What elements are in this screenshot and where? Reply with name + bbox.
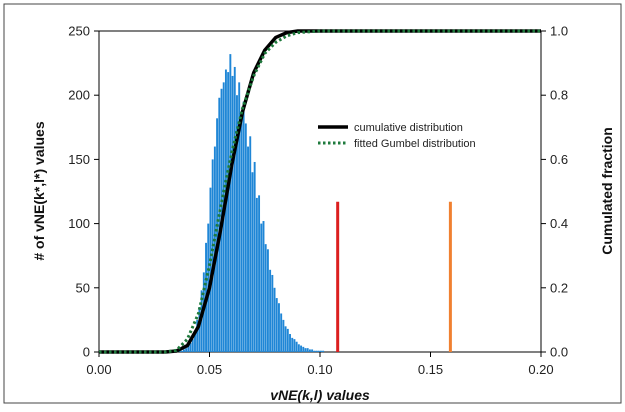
histogram-bar [262,221,265,352]
histogram-bar [255,197,258,352]
y-right-tick-label: 0.2 [550,280,568,295]
histogram-bar [291,337,294,352]
x-tick-label: 0.05 [197,362,222,377]
histogram-bar [282,319,285,352]
histogram-bar [185,348,188,352]
histogram-bar [244,123,247,352]
y-right-tick-label: 0.0 [550,345,568,360]
y-left-tick-label: 50 [76,280,90,295]
gumbel-fit-line [99,29,541,354]
histogram-bar [280,313,283,352]
x-tick-label: 0.20 [528,362,553,377]
x-axis-title: vNE(k,l) values [270,387,370,403]
histogram-bar [229,54,232,353]
y-right-tick-label: 0.6 [550,152,568,167]
histogram-bar [240,114,243,353]
y-left-tick-label: 200 [68,88,90,103]
cumulative-distribution-line [99,29,541,354]
histogram-bar [236,95,238,352]
y-left-axis-title: # of vNE(k*,l*) values [31,121,47,260]
y-left-tick-label: 150 [68,152,90,167]
histogram-bar [260,223,263,352]
y-left-tick-label: 0 [83,345,90,360]
histogram-bar [194,331,196,352]
legend-label-cumulative: cumulative distribution [354,122,463,134]
histogram-bar [249,136,252,352]
histogram-bar [278,303,280,352]
histogram-bar [286,328,289,352]
histogram-bar [258,195,261,352]
marker-lines [336,201,452,352]
histogram-bar [304,348,307,352]
y-right-tick-label: 0.8 [550,88,568,103]
histogram-bar [295,341,298,352]
y-right-axis-title: Cumulated fraction [599,127,615,255]
histogram-bar [271,274,274,352]
histogram-bar [275,298,278,352]
histogram-bar [317,350,320,352]
legend-label-gumbel: fitted Gumbel distribution [354,138,476,150]
histogram-bar [253,161,256,352]
histogram-bar [266,249,269,352]
histogram-bar [315,350,318,352]
y-left-tick-label: 100 [68,216,90,231]
y-left-tick-label: 250 [68,24,90,39]
histogram-bar [297,344,300,352]
histogram-bar [218,97,221,353]
histogram-bar [180,350,183,352]
histogram-bar [198,307,201,352]
curves [99,29,541,354]
histogram-bar [320,350,322,352]
histogram-bar [242,101,245,353]
histogram-bar [302,346,305,352]
histogram-bar [264,244,267,352]
histogram-bar [251,172,254,352]
y-right-axis-ticks: 0.0 0.2 0.4 0.6 0.8 1.0 [541,24,568,360]
histogram-bar [187,345,190,352]
histogram-bar [293,339,296,352]
histogram-bar [247,146,249,352]
x-tick-label: 0.00 [86,362,111,377]
histogram-bar [300,345,303,352]
histogram-bar [216,118,219,352]
histogram-bar [227,72,230,352]
y-right-tick-label: 0.4 [550,216,568,231]
legend: cumulative distribution fitted Gumbel di… [318,122,476,150]
histogram-bar [189,343,192,352]
histogram-bar [182,349,185,352]
histogram-bar [273,287,276,352]
x-tick-label: 0.10 [307,362,332,377]
histogram-bar [289,334,291,352]
y-right-tick-label: 1.0 [550,24,568,39]
histogram-bar [313,350,316,352]
y-left-axis-ticks: 0 50 100 150 200 250 [68,24,99,360]
x-axis-ticks: 0.00 0.05 0.10 0.15 0.20 [86,352,554,377]
histogram-bar [209,187,212,352]
plot-area [98,30,542,353]
histogram-bar [233,66,236,352]
histogram-bar [306,348,309,352]
histogram-bar [231,75,234,352]
histogram-bar [269,269,272,352]
histogram-bar [191,339,194,352]
histogram-bar [196,319,199,352]
x-tick-label: 0.15 [418,362,443,377]
histogram-bar [213,146,216,352]
histogram-bar [284,326,287,352]
histogram-bar [224,69,227,353]
histogram-bar [322,350,325,352]
histogram-bar [311,349,314,352]
histogram-bar [308,349,311,352]
histogram-bar [238,82,241,353]
